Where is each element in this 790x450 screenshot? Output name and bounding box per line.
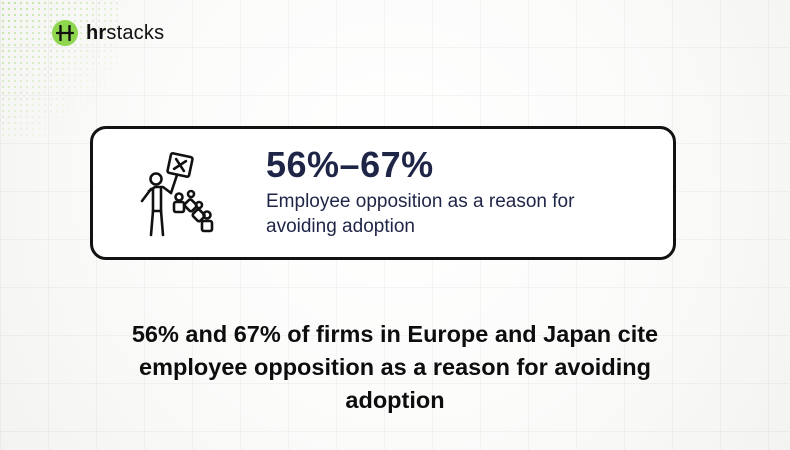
brand-name: hrstacks — [86, 23, 164, 43]
brand-name-rest: stacks — [106, 22, 165, 44]
brand-name-bold: hr — [86, 22, 107, 44]
stat-figure: 56%–67% — [266, 144, 434, 185]
stat-card: 56%–67% Employee opposition as a reason … — [90, 126, 676, 260]
brand-logo[interactable]: hrstacks — [52, 20, 164, 46]
person-holding-protest-sign-icon — [129, 149, 225, 241]
hr-monogram-icon — [52, 20, 78, 46]
headline: 56% and 67% of firms in Europe and Japan… — [131, 321, 659, 413]
stat-caption: Employee opposition as a reason for avoi… — [266, 191, 575, 237]
